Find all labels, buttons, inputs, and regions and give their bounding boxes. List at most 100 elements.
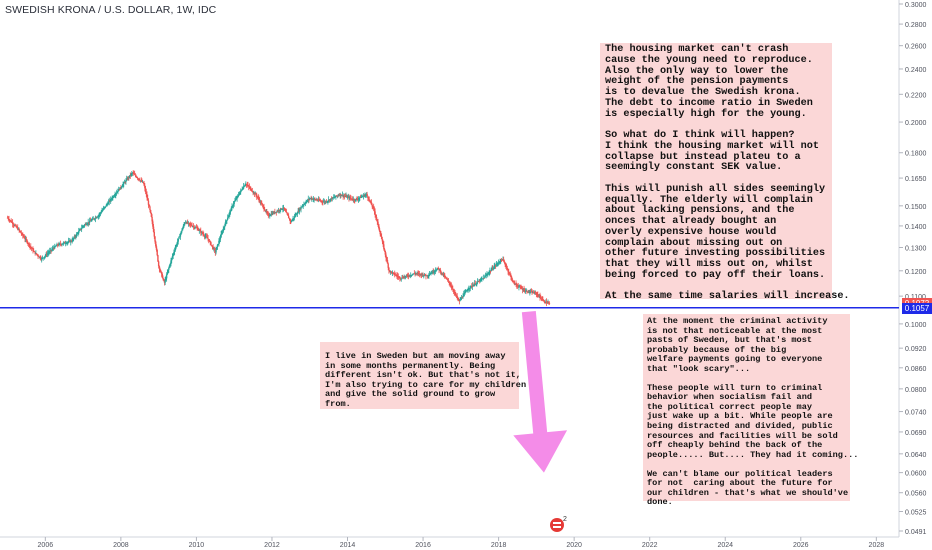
candle-body — [308, 199, 310, 200]
down-arrow-drawing[interactable] — [513, 310, 568, 473]
candle-body — [243, 185, 246, 187]
annotation-criminal-activity[interactable]: At the moment the criminal activity is n… — [643, 314, 858, 507]
candle-body — [55, 245, 57, 247]
candle-body — [479, 279, 482, 282]
candle-body — [524, 290, 527, 292]
candle-body — [242, 186, 245, 189]
candle-body — [270, 213, 272, 216]
candle-body — [11, 222, 14, 224]
candle-body — [477, 281, 479, 283]
candle-body — [35, 253, 38, 255]
price-tick-label: 0.0800 — [905, 387, 927, 394]
candle-body — [17, 228, 20, 230]
candle-body — [176, 244, 178, 246]
candle-body — [302, 205, 304, 206]
candle-body — [426, 275, 429, 277]
candle-body — [278, 210, 280, 211]
candle-body — [305, 201, 307, 204]
candle-body — [261, 204, 264, 206]
candle-body — [415, 273, 417, 275]
candle-body — [252, 191, 254, 193]
candle-body — [439, 269, 441, 271]
candle-body — [128, 175, 131, 178]
candle-body — [14, 225, 17, 227]
candle-body — [361, 196, 363, 198]
candle-body — [76, 233, 78, 235]
candle-body — [50, 249, 52, 251]
candle-body — [508, 272, 511, 274]
candle-body — [107, 201, 110, 205]
candle-body — [123, 182, 126, 183]
candle-body — [364, 194, 367, 196]
candle-body — [511, 279, 514, 281]
candle-body — [328, 199, 331, 201]
candle-body — [440, 272, 442, 274]
candle-body — [74, 236, 76, 238]
candle-body — [121, 185, 124, 187]
candle-body — [295, 214, 298, 215]
candle-body — [6, 217, 9, 219]
candle-body — [458, 300, 461, 302]
candle-body — [500, 259, 503, 261]
candle-body — [483, 278, 485, 279]
candle-body — [135, 175, 137, 178]
candle-body — [455, 295, 458, 296]
candle-body — [48, 250, 51, 253]
candle-body — [369, 199, 371, 202]
candle-body — [304, 203, 307, 205]
candle-body — [356, 199, 359, 201]
candle-body — [390, 271, 392, 272]
candle-body — [399, 276, 401, 279]
candle-body — [512, 280, 514, 282]
candle-body — [471, 285, 473, 287]
candle-body — [313, 198, 315, 200]
candle-body — [162, 277, 164, 279]
candle-body — [320, 201, 323, 202]
candle-body — [154, 236, 156, 242]
candle-body — [289, 218, 291, 221]
candle-body — [285, 211, 288, 213]
candle-body — [58, 243, 60, 246]
tradingview-logo-icon[interactable]: 2 — [549, 514, 575, 534]
candle-body — [84, 224, 86, 225]
candle-body — [360, 196, 363, 198]
candle-body — [48, 252, 50, 254]
candle-body — [463, 292, 466, 295]
candle-body — [183, 224, 185, 226]
candle-body — [204, 236, 206, 238]
candle-body — [161, 273, 163, 278]
candle-body — [388, 270, 391, 272]
annotation-housing-market[interactable]: The housing market can't crash cause the… — [600, 43, 850, 302]
candle-body — [375, 217, 378, 220]
candle-body — [433, 271, 435, 273]
candle-body — [410, 275, 412, 277]
candle-body — [212, 246, 214, 249]
candle-body — [378, 224, 380, 229]
annotation-moving-away[interactable]: I live in Sweden but am moving away in s… — [320, 342, 526, 409]
candle-body — [70, 240, 73, 242]
candle-body — [474, 283, 477, 285]
candle-body — [419, 273, 421, 275]
candle-body — [394, 273, 396, 275]
candle-body — [225, 220, 227, 223]
candle-body — [515, 283, 517, 285]
candle-body — [7, 217, 9, 219]
candle-body — [539, 295, 541, 298]
candle-body — [102, 209, 104, 211]
candle-body — [89, 220, 92, 222]
candle-body — [503, 261, 506, 263]
candle-body — [197, 228, 199, 231]
candle-body — [307, 199, 309, 201]
time-tick-label: 2026 — [793, 542, 809, 549]
candle-body — [351, 198, 353, 200]
candle-body — [333, 197, 335, 198]
candle-body — [253, 192, 255, 194]
candle-body — [414, 273, 416, 275]
candle-body — [257, 197, 259, 199]
candle-body — [101, 210, 103, 213]
candle-body — [317, 199, 320, 201]
candle-body — [291, 219, 294, 222]
candle-body — [379, 231, 381, 235]
candle-body — [527, 290, 530, 293]
candle-body — [367, 195, 369, 199]
